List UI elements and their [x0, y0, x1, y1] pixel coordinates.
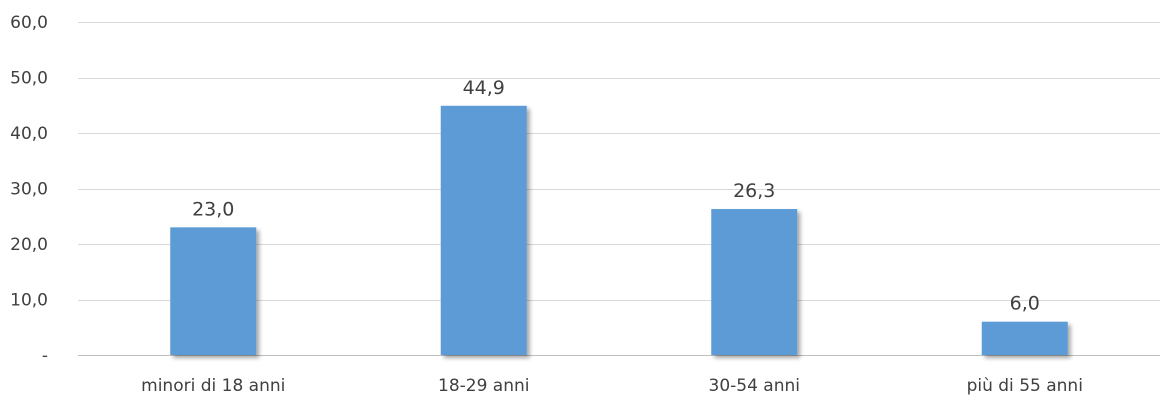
bar	[441, 106, 527, 355]
bar	[982, 322, 1068, 355]
y-tick-label: 50,0	[10, 69, 48, 89]
data-labels: 23,0 44,9 26,3 6,0	[192, 77, 1040, 315]
data-label: 44,9	[463, 77, 505, 99]
data-label: 23,0	[192, 198, 234, 220]
y-tick-label: 10,0	[10, 291, 48, 311]
x-category-label: 30-54 anni	[709, 376, 801, 396]
bar	[711, 209, 797, 355]
x-axis-category-labels: minori di 18 anni 18-29 anni 30-54 anni più…	[141, 376, 1083, 396]
y-tick-label: 40,0	[10, 124, 48, 144]
x-category-label: più di 55 anni	[967, 376, 1083, 396]
bar	[170, 227, 256, 355]
x-category-label: 18-29 anni	[438, 376, 530, 396]
data-label: 26,3	[733, 180, 775, 202]
y-axis-tick-labels: - 10,0 20,0 30,0 40,0 50,0 60,0	[10, 13, 48, 366]
bars	[170, 106, 1068, 355]
y-tick-label: -	[42, 346, 48, 366]
data-label: 6,0	[1010, 293, 1040, 315]
y-tick-label: 60,0	[10, 13, 48, 33]
y-tick-label: 30,0	[10, 180, 48, 200]
x-category-label: minori di 18 anni	[141, 376, 285, 396]
y-tick-label: 20,0	[10, 235, 48, 255]
